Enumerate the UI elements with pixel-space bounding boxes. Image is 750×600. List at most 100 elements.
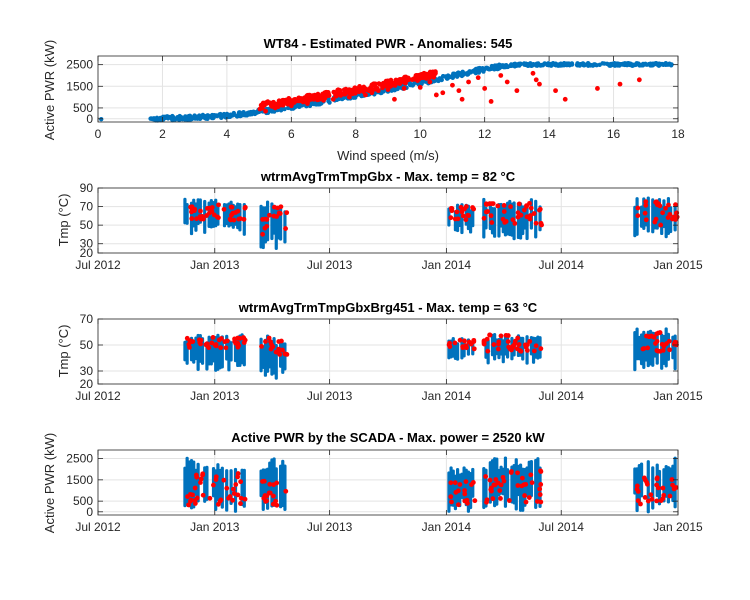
chart-title: wtrmAvgTrmTmpGbx - Max. temp = 82 °C: [260, 169, 516, 184]
normal-point: [162, 116, 167, 121]
anomaly-point: [304, 93, 310, 99]
anomaly-point: [562, 96, 568, 102]
anomaly-point: [491, 342, 497, 347]
anomaly-point: [221, 206, 227, 212]
y-tick-label: 2500: [66, 58, 93, 72]
y-tick-label: 30: [80, 237, 94, 251]
anomaly-point: [260, 479, 265, 484]
normal-point: [315, 102, 321, 107]
panel-bearing-temp: wtrmAvgTrmTmpGbxBrg451 - Max. temp = 63 …: [56, 300, 703, 403]
anomaly-point: [188, 498, 193, 504]
anomaly-point: [468, 341, 474, 347]
anomaly-point: [269, 342, 274, 348]
anomaly-point: [471, 206, 477, 212]
normal-point: [615, 61, 620, 66]
x-tick-label: 10: [414, 127, 428, 141]
axes-frame: [97, 449, 679, 516]
anomaly-point: [645, 498, 651, 504]
anomaly-point: [270, 501, 276, 507]
data-points: [183, 196, 680, 250]
anomaly-point: [460, 344, 466, 349]
anomaly-point: [223, 345, 229, 351]
anomaly-point: [508, 347, 514, 353]
anomaly-point: [515, 214, 521, 220]
normal-point: [99, 116, 104, 122]
anomaly-point: [657, 203, 663, 209]
x-tick-label: Jan 2014: [422, 389, 472, 403]
x-tick-label: Jul 2012: [75, 389, 121, 403]
anomaly-point: [654, 476, 660, 482]
anomaly-point: [531, 211, 537, 216]
anomaly-point: [224, 485, 230, 491]
anomaly-point: [523, 499, 529, 505]
anomaly-point: [279, 338, 284, 344]
anomaly-point: [200, 492, 206, 498]
x-tick-label: Jan 2015: [653, 520, 703, 534]
anomaly-point: [460, 213, 466, 219]
normal-point: [634, 61, 640, 66]
anomaly-point: [440, 90, 446, 96]
anomaly-point: [648, 492, 654, 498]
y-axis-label: Active PWR (kW): [42, 40, 57, 140]
anomaly-point: [538, 469, 544, 474]
anomaly-point: [190, 339, 196, 344]
normal-point: [165, 116, 171, 121]
anomaly-point: [459, 96, 465, 102]
anomaly-point: [515, 335, 521, 341]
anomaly-point: [527, 216, 533, 222]
anomaly-point: [398, 78, 404, 84]
anomaly-point: [260, 100, 266, 106]
anomaly-point: [263, 339, 268, 344]
anomaly-point: [462, 488, 468, 493]
anomaly-point: [194, 216, 199, 222]
anomaly-point: [670, 216, 675, 222]
anomaly-point: [360, 88, 366, 94]
anomaly-point: [385, 87, 391, 92]
anomaly-point: [655, 348, 661, 354]
anomaly-point: [321, 97, 326, 103]
anomaly-point: [491, 482, 497, 488]
anomaly-point: [489, 220, 495, 225]
anomaly-point: [420, 71, 426, 77]
anomaly-point: [665, 215, 671, 220]
anomaly-point: [515, 470, 520, 476]
anomaly-point: [263, 108, 268, 114]
anomaly-point: [280, 347, 285, 353]
normal-point: [643, 62, 648, 67]
anomaly-point: [216, 202, 221, 208]
anomaly-point: [315, 94, 321, 99]
anomaly-point: [654, 482, 660, 488]
y-tick-label: 20: [80, 377, 94, 391]
anomaly-point: [501, 203, 507, 208]
anomaly-point: [669, 477, 675, 482]
anomaly-point: [485, 348, 491, 354]
anomaly-point: [663, 205, 668, 211]
anomaly-point: [266, 335, 272, 341]
anomaly-point: [481, 215, 487, 221]
anomaly-point: [496, 339, 502, 345]
anomaly-point: [227, 216, 233, 222]
chart-title: WT84 - Estimated PWR - Anomalies: 545: [264, 36, 513, 51]
panel-gearbox-temp: wtrmAvgTrmTmpGbx - Max. temp = 82 °C Tmp…: [56, 169, 703, 272]
anomaly-point: [487, 477, 493, 483]
anomaly-point: [595, 86, 600, 91]
anomaly-point: [187, 344, 192, 350]
anomaly-point: [531, 348, 537, 354]
anomaly-point: [457, 482, 463, 487]
normal-point: [158, 115, 163, 121]
anomaly-point: [505, 339, 511, 344]
plot-area: Jul 2012 Jan 2013 Jul 2013 Jan 2014 Jul 2014…: [66, 449, 703, 534]
anomaly-point: [192, 485, 198, 491]
anomaly-point: [488, 487, 494, 492]
anomaly-point: [276, 210, 282, 216]
anomaly-point: [235, 474, 241, 480]
x-tick-label: Jul 2013: [307, 389, 353, 403]
anomaly-point: [433, 92, 439, 98]
anomaly-point: [537, 486, 543, 492]
anomaly-point: [463, 217, 469, 223]
anomaly-point: [529, 480, 535, 486]
normal-point: [411, 82, 416, 87]
normal-point: [282, 106, 287, 112]
anomaly-point: [488, 213, 494, 219]
x-tick-label: Jul 2014: [539, 389, 585, 403]
